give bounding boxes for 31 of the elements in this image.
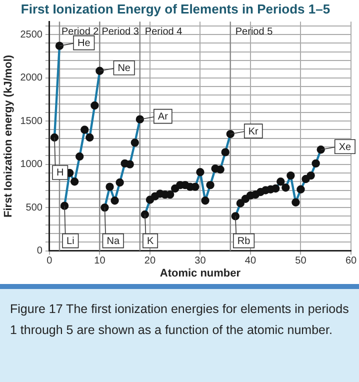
- x-tick-label: 40: [244, 256, 256, 267]
- x-tick-label: 20: [144, 256, 156, 267]
- annotation: He: [78, 38, 91, 50]
- ref-line-label: Period 4: [144, 26, 183, 38]
- y-tick-label: 2000: [20, 72, 43, 84]
- ref-line-label: Period 2: [62, 26, 100, 38]
- y-tick-label: 1500: [20, 116, 43, 127]
- annotation: Ne: [118, 63, 131, 74]
- chart-title: First Ionization Energy of Elements in Periods 1–5: [20, 1, 330, 16]
- annotation: Xe: [338, 142, 352, 153]
- annotation: H: [56, 168, 64, 179]
- annotation: Ar: [158, 112, 169, 123]
- y-tick-label: 2500: [20, 29, 43, 40]
- y-tick-label: 500: [26, 202, 43, 214]
- annotation: Kr: [248, 126, 260, 138]
- x-tick-label: 60: [345, 256, 357, 267]
- x-axis-title: Atomic number: [160, 267, 242, 280]
- x-tick-label: 50: [295, 256, 307, 267]
- annotation: Rb: [237, 236, 251, 248]
- annotation: Na: [106, 236, 120, 248]
- ref-line-label: Period 3: [102, 26, 140, 38]
- annotation: Li: [66, 236, 74, 248]
- caption: Figure 17 The first ionization energies for elements in periods 1 through 5 are shown as a function of the atomic number.: [10, 301, 349, 339]
- x-tick-label: 0: [46, 256, 53, 267]
- x-tick-label: 30: [194, 256, 206, 267]
- x-tick-label: 10: [94, 256, 106, 267]
- y-tick-label: 0: [36, 246, 43, 257]
- y-axis-title: First Ionization energy (kJ/mol): [2, 54, 15, 218]
- ref-line-label: Period 5: [235, 26, 274, 38]
- y-tick-label: 1000: [20, 159, 43, 170]
- annotation: K: [146, 236, 154, 248]
